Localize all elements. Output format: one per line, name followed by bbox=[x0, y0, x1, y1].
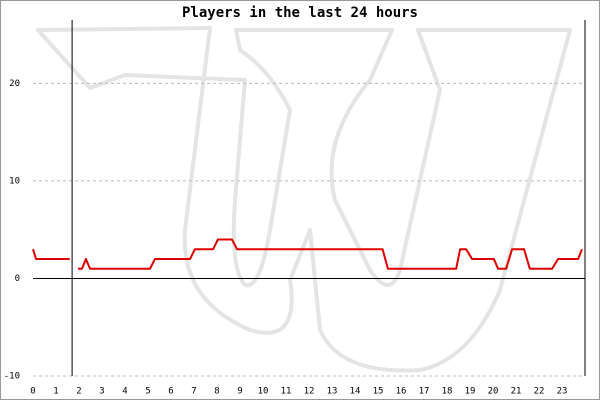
x-tick-label: 23 bbox=[557, 387, 568, 397]
x-tick-label: 12 bbox=[304, 387, 315, 397]
x-tick-label: 15 bbox=[373, 387, 384, 397]
x-tick-label: 21 bbox=[511, 387, 522, 397]
x-tick-label: 0 bbox=[30, 387, 35, 397]
x-tick-label: 6 bbox=[168, 387, 173, 397]
x-tick-label: 11 bbox=[281, 387, 292, 397]
x-tick-label: 22 bbox=[534, 387, 545, 397]
y-tick-label: 10 bbox=[9, 176, 20, 186]
x-tick-label: 3 bbox=[99, 387, 104, 397]
x-tick-label: 18 bbox=[442, 387, 453, 397]
x-tick-label: 19 bbox=[465, 387, 476, 397]
x-tick-label: 16 bbox=[396, 387, 407, 397]
y-tick-label: -10 bbox=[4, 372, 20, 382]
x-tick-label: 13 bbox=[327, 387, 338, 397]
x-tick-label: 17 bbox=[419, 387, 430, 397]
x-tick-label: 14 bbox=[350, 387, 361, 397]
x-tick-label: 5 bbox=[145, 387, 150, 397]
x-tick-label: 8 bbox=[214, 387, 219, 397]
x-tick-label: 4 bbox=[122, 387, 127, 397]
chart-title: Players in the last 24 hours bbox=[182, 5, 418, 21]
x-tick-label: 2 bbox=[76, 387, 81, 397]
x-tick-label: 9 bbox=[237, 387, 242, 397]
series-line bbox=[32, 238, 583, 270]
x-tick-label: 10 bbox=[258, 387, 269, 397]
y-tick-label: 20 bbox=[9, 79, 20, 89]
x-tick-label: 20 bbox=[488, 387, 499, 397]
x-tick-label: 7 bbox=[191, 387, 196, 397]
y-tick-label: 0 bbox=[15, 274, 20, 284]
x-tick-label: 1 bbox=[53, 387, 58, 397]
